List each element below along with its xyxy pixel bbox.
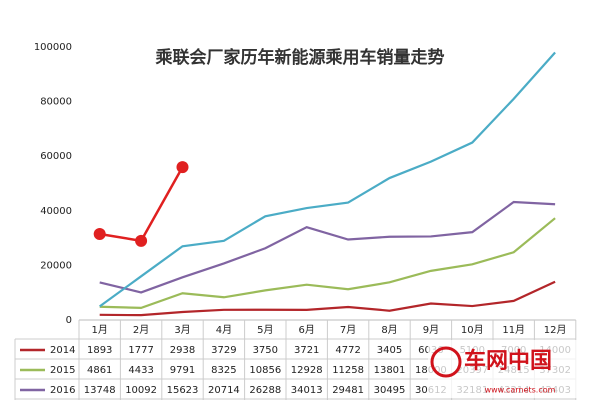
- table-cell: 4772: [335, 345, 360, 356]
- legend-label: 2016: [50, 385, 75, 396]
- table-cell: 30495: [374, 385, 406, 396]
- table-cell: 13801: [374, 365, 406, 376]
- series-line: [99, 51, 556, 308]
- marker: [176, 161, 189, 174]
- table-cell: 12928: [291, 365, 323, 376]
- x-tick-label: 5月: [257, 324, 273, 336]
- series-line: [99, 200, 556, 294]
- x-tick-label: 9月: [423, 324, 439, 336]
- legend-label: 2014: [50, 345, 75, 356]
- series-line: [99, 217, 556, 310]
- y-tick-label: 0: [66, 315, 72, 326]
- table-cell: 13748: [84, 385, 116, 396]
- y-tick-label: 60000: [40, 151, 72, 162]
- x-tick-label: 12月: [544, 324, 567, 336]
- table-cell: 3405: [377, 345, 402, 356]
- x-tick-label: 7月: [340, 324, 356, 336]
- table-cell: 10092: [125, 385, 157, 396]
- table-cell: 1893: [87, 345, 112, 356]
- y-tick-label: 20000: [40, 260, 72, 271]
- table-cell: 3750: [253, 345, 278, 356]
- table-cell: 4433: [128, 365, 153, 376]
- table-cell: 3729: [211, 345, 236, 356]
- watermark-logo: [430, 346, 462, 378]
- table-cell: 20714: [208, 385, 240, 396]
- table-cell: 10856: [249, 365, 281, 376]
- series-line: [99, 280, 556, 317]
- legend-label: 2015: [50, 365, 75, 376]
- x-tick-label: 11月: [502, 324, 525, 336]
- table-cell: 29481: [332, 385, 364, 396]
- x-tick-label: 8月: [381, 324, 397, 336]
- table-cell: 1777: [128, 345, 153, 356]
- table-cell: 11258: [332, 365, 364, 376]
- x-tick-label: 4月: [216, 324, 232, 336]
- chart-title: 乘联会厂家历年新能源乘用车销量走势: [155, 47, 445, 68]
- table-cell: 2938: [170, 345, 195, 356]
- table-cell: 9791: [170, 365, 195, 376]
- table-cell: 26288: [249, 385, 281, 396]
- table-cell: 3721: [294, 345, 319, 356]
- table-cell: 34013: [291, 385, 323, 396]
- table-cell: 15623: [167, 385, 199, 396]
- x-tick-label: 10月: [461, 324, 484, 336]
- x-tick-label: 6月: [299, 324, 315, 336]
- watermark-url: www.carnets.com: [485, 386, 556, 395]
- y-tick-label: 100000: [34, 42, 72, 53]
- x-tick-label: 2月: [133, 324, 149, 336]
- marker: [135, 234, 148, 247]
- table-cell: 4861: [87, 365, 112, 376]
- watermark-text: 车网中国: [464, 348, 552, 374]
- series-line: [99, 166, 184, 243]
- y-tick-label: 80000: [40, 97, 72, 108]
- table-cell: 8325: [211, 365, 236, 376]
- x-tick-label: 3月: [174, 324, 190, 336]
- y-tick-label: 40000: [40, 206, 72, 217]
- x-tick-label: 1月: [92, 324, 108, 336]
- watermark-bg: [428, 340, 598, 398]
- marker: [93, 228, 106, 241]
